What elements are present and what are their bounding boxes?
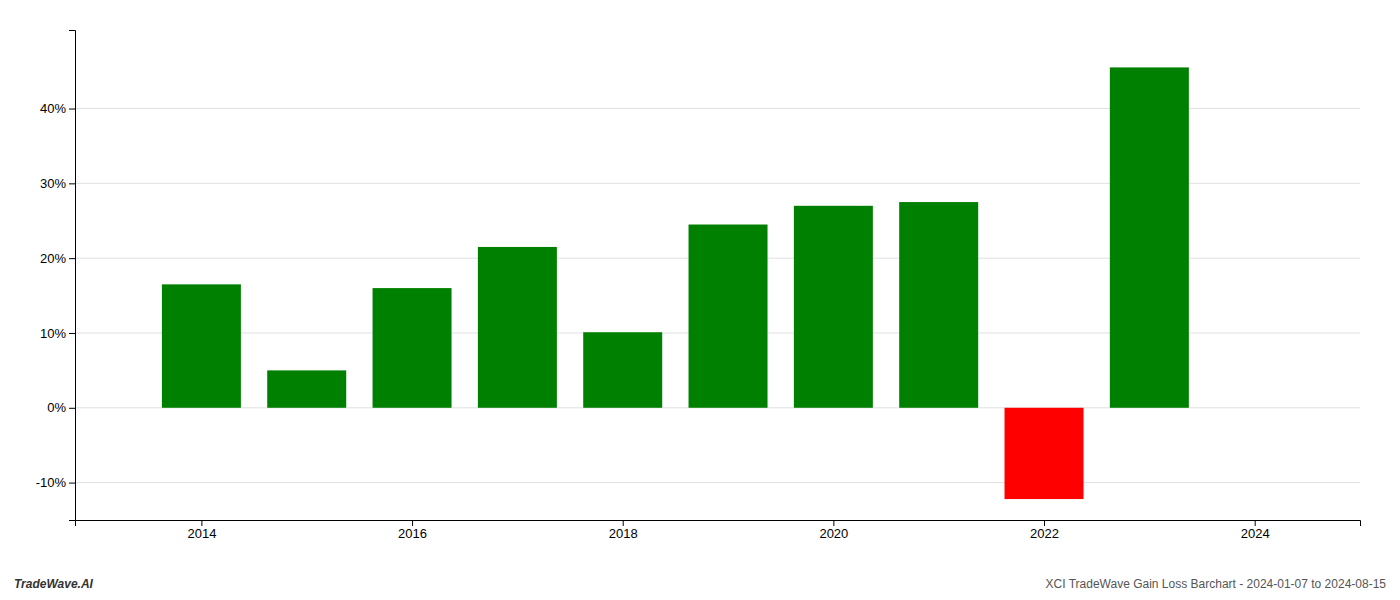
x-tick-label: 2018 [609, 526, 638, 541]
x-tick-label: 2024 [1241, 526, 1270, 541]
x-tick-label: 2014 [187, 526, 216, 541]
x-axis-line [76, 521, 1361, 527]
bar [1110, 67, 1189, 407]
bar [478, 247, 557, 408]
y-tick-mark [69, 258, 75, 259]
x-tick-mark [623, 520, 624, 526]
x-tick-mark [833, 520, 834, 526]
x-tick: 2016 [398, 520, 427, 541]
y-tick-mark [69, 333, 75, 334]
x-axis: 2014 2016 2018 2020 2022 2024 [76, 520, 1361, 541]
bar [1005, 408, 1084, 499]
grid-line [75, 482, 1360, 483]
bar [794, 206, 873, 408]
chart: -10%0%10%20%30%40%2014201620182020202220… [0, 0, 1400, 600]
y-tick: 20% [40, 251, 75, 266]
y-tick-mark [69, 408, 75, 409]
x-tick: 2024 [1241, 520, 1270, 541]
x-tick: 2018 [609, 520, 638, 541]
y-tick-label: -10% [36, 475, 67, 490]
y-tick: 10% [40, 326, 75, 341]
bar [373, 288, 452, 408]
y-tick: -10% [36, 475, 75, 490]
bar [583, 332, 662, 408]
x-tick: 2022 [1030, 520, 1059, 541]
bar [689, 225, 768, 408]
x-tick-mark [1255, 520, 1256, 526]
y-tick-label: 0% [47, 400, 66, 415]
x-tick-mark [201, 520, 202, 526]
x-tick: 2014 [187, 520, 216, 541]
bar [162, 284, 241, 407]
y-tick-mark [69, 183, 75, 184]
x-tick-label: 2022 [1030, 526, 1059, 541]
footer: TradeWave.AI XCI TradeWave Gain Loss Barc… [14, 577, 1386, 591]
bar [899, 202, 978, 408]
x-tick-label: 2020 [819, 526, 848, 541]
x-tick-label: 2016 [398, 526, 427, 541]
x-tick-mark [412, 520, 413, 526]
y-tick-mark [69, 483, 75, 484]
y-tick: 40% [40, 101, 75, 116]
y-tick-label: 20% [40, 251, 66, 266]
y-tick-mark [69, 109, 75, 110]
y-axis: -10% 0% 10% 20% 30% 40% [36, 31, 76, 521]
y-tick-label: 40% [40, 101, 66, 116]
y-axis-line [69, 31, 76, 521]
x-tick-mark [1044, 520, 1045, 526]
y-tick-label: 10% [40, 326, 66, 341]
plot: -10%0%10%20%30%40%2014201620182020202220… [36, 31, 1361, 542]
bars [162, 67, 1189, 499]
bar [267, 370, 346, 407]
x-tick: 2020 [819, 520, 848, 541]
footer-right: XCI TradeWave Gain Loss Barchart - 2024-… [1046, 577, 1387, 591]
y-tick-label: 30% [40, 176, 66, 191]
y-tick: 0% [47, 400, 75, 415]
footer-left: TradeWave.AI [14, 577, 94, 591]
y-tick: 30% [40, 176, 75, 191]
